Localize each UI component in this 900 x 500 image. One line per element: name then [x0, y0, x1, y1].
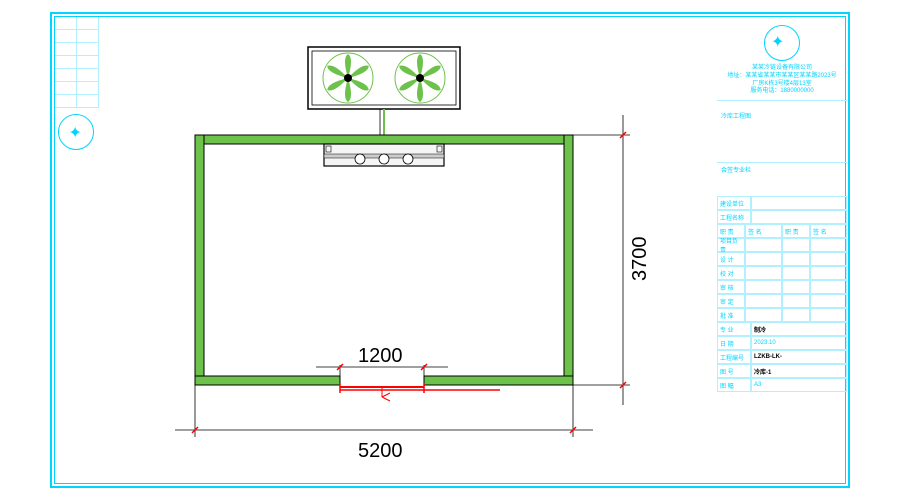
fan-2	[395, 53, 445, 103]
sign-grid: 职 责签 名职 责签 名项目负责设 计校 对审 核审 定批 准	[717, 224, 847, 322]
drawing-sheet: ✦	[0, 0, 900, 500]
dim-height: 3700	[573, 115, 651, 405]
plan-svg: 1200 5200 3700	[100, 17, 717, 483]
evaporator-unit	[324, 144, 444, 166]
company-logo: ✦	[764, 25, 800, 61]
fan-1	[323, 53, 373, 103]
door	[340, 383, 500, 401]
title-rows: 建设单位工程名称	[717, 196, 847, 224]
drawing-canvas: 1200 5200 3700	[100, 17, 717, 483]
dim-width-text: 5200	[358, 440, 403, 462]
side-logo: ✦	[56, 110, 96, 154]
project-title: 冷库工程图	[717, 109, 847, 122]
dim-height-text: 3700	[629, 237, 651, 282]
sign-section: 会签专业栏	[717, 163, 847, 176]
company-name: 某某冷链设备有限公司	[717, 65, 847, 73]
bird-icon: ✦	[771, 32, 784, 52]
title-footer: 专 业制冷日 期2023.10工程编号LZKB-LK-图 号冷库-1图 幅A3	[717, 322, 847, 392]
condenser-unit	[308, 47, 460, 135]
title-block: ✦ 某某冷链设备有限公司 地址：某某省某某市某某区某某路2023号 厂房K栋3号…	[717, 17, 847, 483]
bird-icon: ✦	[58, 114, 94, 150]
dim-door-text: 1200	[358, 345, 403, 367]
revision-table	[55, 17, 99, 101]
dim-door: 1200	[316, 345, 448, 376]
company-phone: 服务电话：1880000000	[717, 88, 847, 96]
company-addr1: 地址：某某省某某市某某区某某路2023号	[717, 73, 847, 81]
